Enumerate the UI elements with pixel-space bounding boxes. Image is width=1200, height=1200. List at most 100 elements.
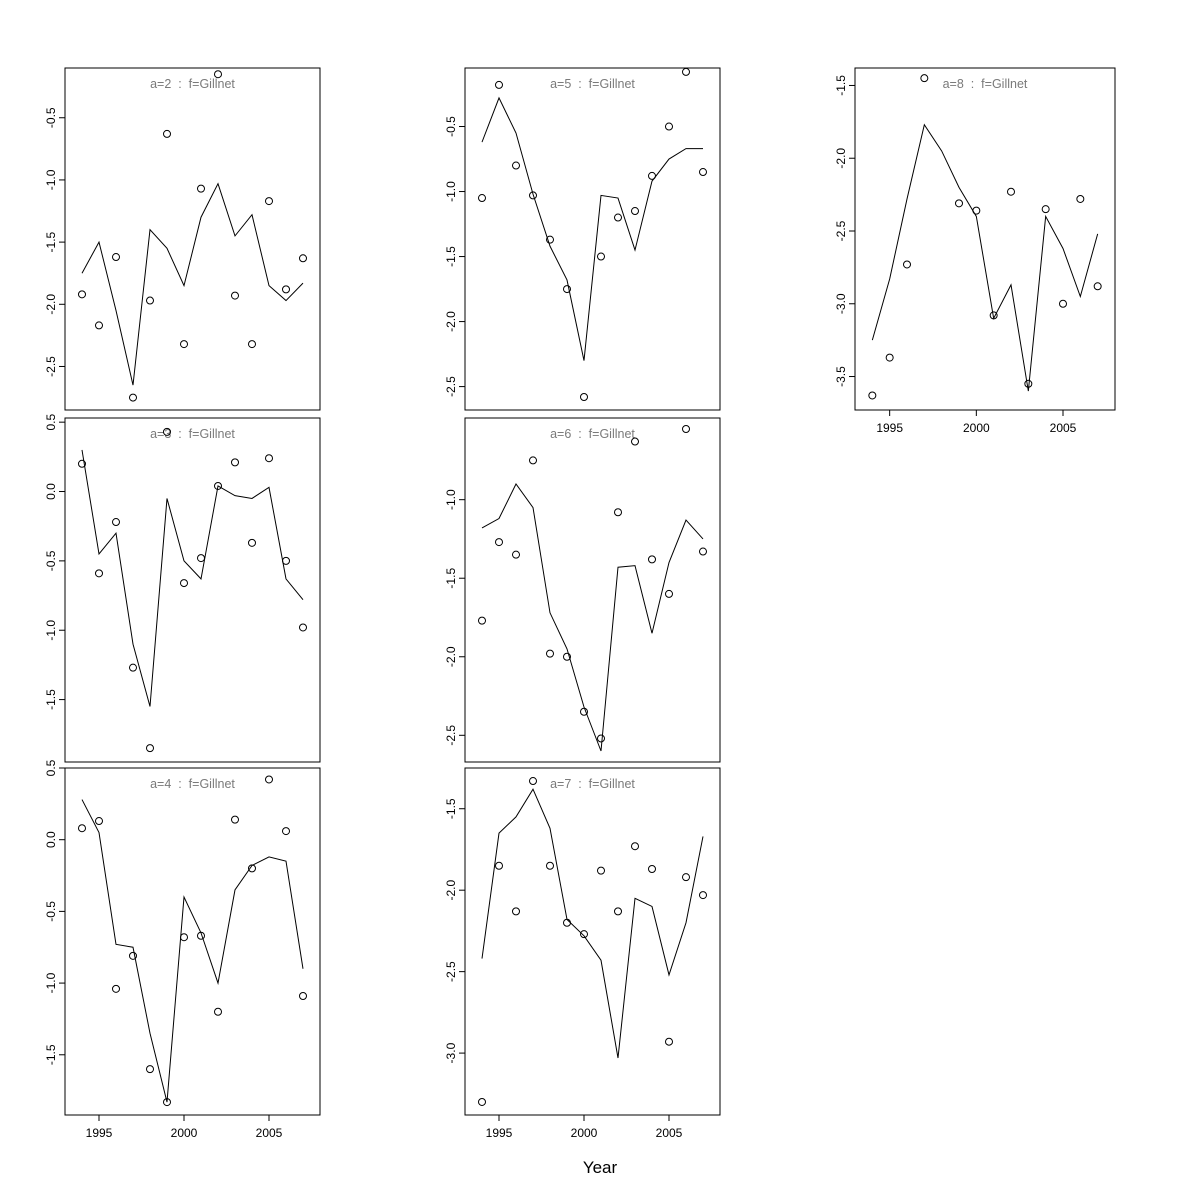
panel-title: a=4 : f=Gillnet [150, 777, 235, 791]
observed-point [214, 481, 222, 490]
panel-border [464, 767, 721, 1116]
observed-point [478, 1097, 486, 1106]
fitted-line [481, 788, 704, 1059]
observed-point [868, 391, 877, 400]
y-tick-label: -1.0 [44, 972, 58, 993]
observed-point [1059, 299, 1067, 308]
observed-point [282, 285, 290, 294]
panel-border [464, 67, 721, 411]
observed-point [163, 427, 171, 436]
y-tick-label: -1.5 [444, 246, 458, 267]
y-tick-label: -1.5 [44, 231, 58, 252]
observed-point [146, 744, 154, 753]
observed-point [299, 254, 307, 263]
observed-point [512, 161, 520, 170]
observed-point [248, 538, 256, 547]
y-tick-label: -1.5 [444, 568, 458, 589]
observed-point [885, 353, 894, 362]
observed-point [512, 907, 520, 916]
observed-point [903, 260, 911, 269]
y-tick-label: -3.0 [834, 293, 848, 314]
observed-point [95, 569, 103, 578]
panel-title: a=8 : f=Gillnet [943, 77, 1028, 91]
observed-point [299, 991, 307, 1000]
observed-point [665, 589, 673, 598]
y-tick-label: -3.0 [444, 1042, 458, 1063]
y-tick-label: 0.5 [44, 413, 58, 430]
observed-point [1041, 205, 1050, 214]
observed-point [197, 184, 205, 193]
panel-border [64, 767, 321, 1116]
observed-point [699, 891, 707, 900]
observed-point [214, 1007, 222, 1016]
observed-point [580, 930, 588, 939]
y-tick-label: -2.0 [444, 311, 458, 332]
y-tick-label: -1.5 [44, 1044, 58, 1065]
panel-border [464, 417, 721, 763]
observed-point [78, 290, 86, 299]
observed-point [614, 907, 622, 916]
observed-point [478, 194, 486, 203]
x-tick-label: 2005 [256, 1126, 283, 1140]
y-tick-label: -1.0 [44, 169, 58, 190]
y-tick-label: 0.5 [44, 759, 58, 776]
y-tick-label: -1.5 [834, 75, 848, 96]
observed-point [265, 197, 273, 206]
observed-point [478, 616, 486, 625]
observed-point [648, 865, 656, 874]
x-tick-label: 2005 [656, 1126, 683, 1140]
observed-point [495, 80, 503, 89]
x-tick-label: 2000 [171, 1126, 198, 1140]
observed-point [665, 122, 673, 131]
y-tick-label: -2.0 [834, 148, 848, 169]
observed-point [546, 235, 554, 244]
observed-point [597, 866, 605, 875]
observed-point [546, 861, 554, 870]
observed-point [231, 458, 239, 467]
observed-point [529, 191, 537, 200]
observed-point [1093, 282, 1102, 291]
observed-point [614, 213, 622, 222]
fitted-line [481, 96, 703, 361]
observed-point [129, 663, 137, 672]
panel-title: a=2 : f=Gillnet [150, 77, 235, 91]
observed-point [163, 129, 171, 138]
observed-point [920, 74, 929, 83]
y-tick-label: -0.5 [44, 107, 58, 128]
observed-point [563, 652, 571, 661]
y-tick-label: -1.5 [44, 689, 58, 710]
observed-point [1076, 194, 1085, 203]
observed-point [682, 67, 690, 76]
panel-a2: -0.5 -1.0 -1.5 -2.0 -2.5 a=2 : f=Gillnet [44, 67, 321, 411]
fitted-line [481, 483, 704, 752]
observed-point [282, 827, 290, 836]
observed-point [248, 340, 256, 349]
y-tick-label: -0.5 [44, 550, 58, 571]
observed-point [682, 424, 690, 433]
observed-point [563, 285, 571, 294]
x-tick-label: 1995 [86, 1126, 113, 1140]
y-tick-label: -1.0 [44, 620, 58, 641]
y-tick-label: -2.0 [444, 646, 458, 667]
observed-point [265, 454, 273, 463]
panel-border [854, 67, 1116, 411]
observed-point [699, 547, 707, 556]
observed-point [597, 734, 605, 743]
y-tick-label: -2.0 [44, 294, 58, 315]
y-tick-label: -2.5 [444, 376, 458, 397]
observed-point [146, 296, 154, 305]
observed-point [631, 842, 639, 851]
panel-border [64, 417, 321, 763]
observed-point [495, 861, 503, 870]
observed-point [180, 340, 188, 349]
y-tick-label: -1.0 [444, 181, 458, 202]
observed-point [299, 623, 307, 632]
observed-point [112, 518, 120, 527]
observed-point [214, 70, 222, 79]
y-tick-label: -2.5 [444, 961, 458, 982]
observed-point [495, 538, 503, 547]
y-tick-label: -0.5 [44, 901, 58, 922]
observed-point [529, 456, 537, 465]
y-tick-label: -0.5 [444, 116, 458, 137]
